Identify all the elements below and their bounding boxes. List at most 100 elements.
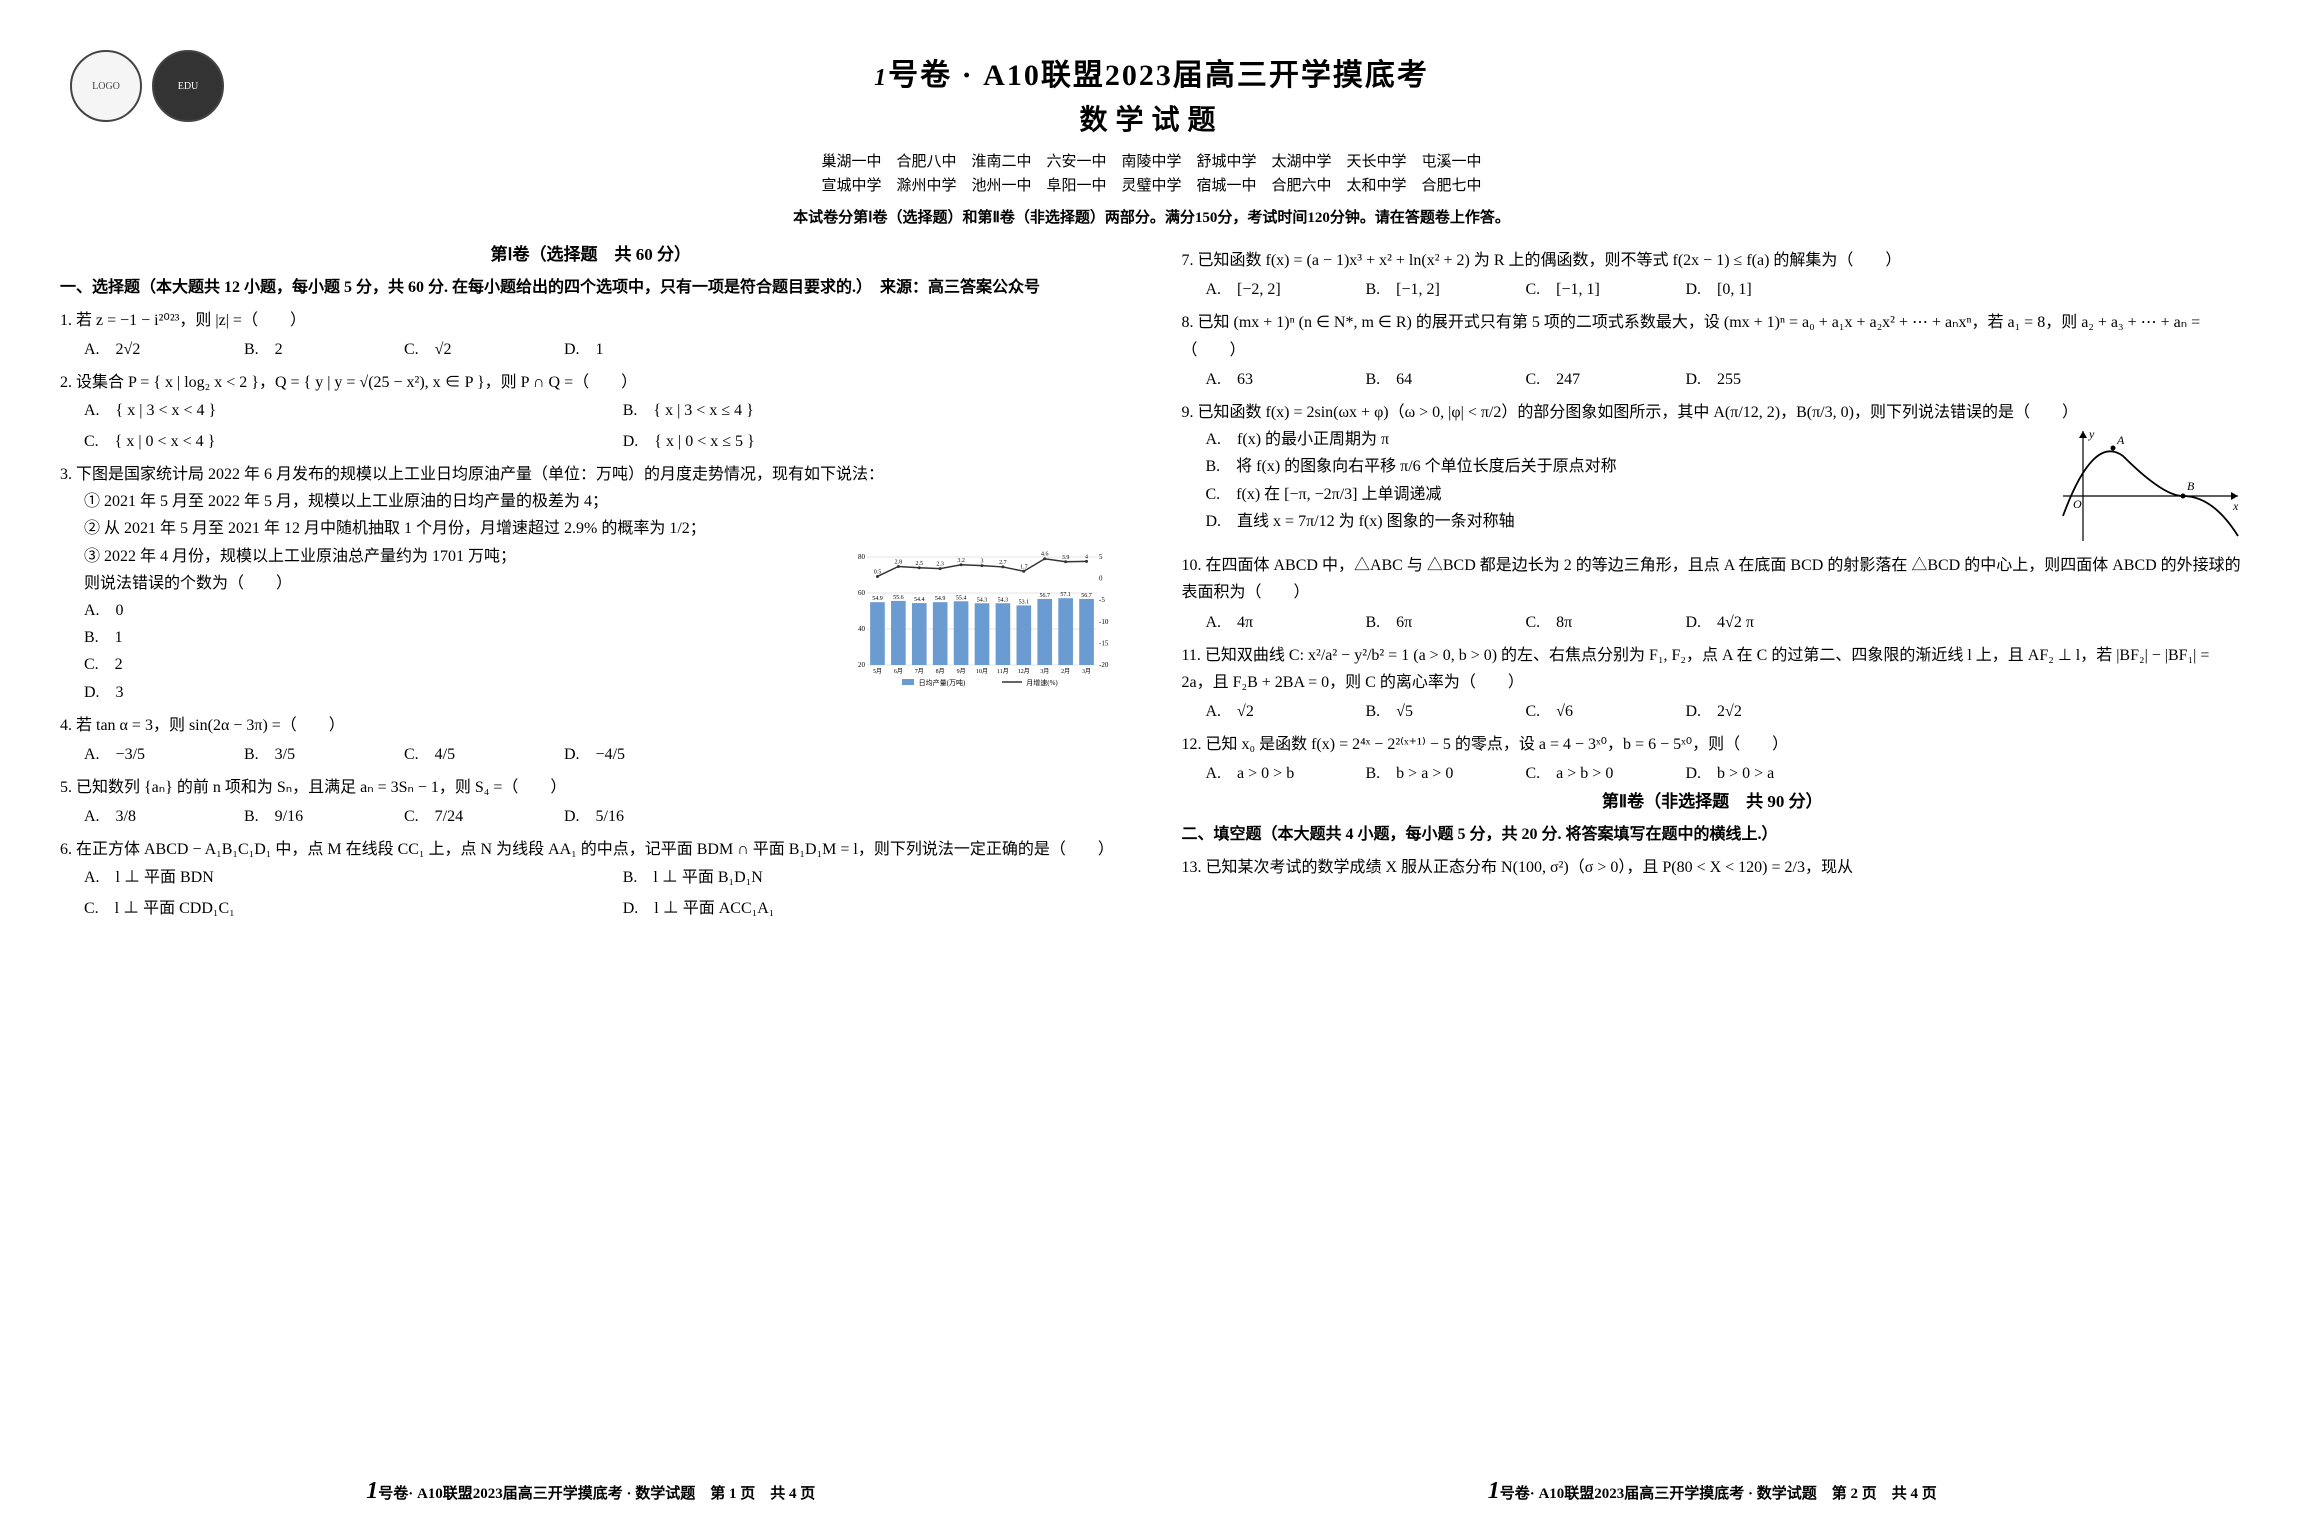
q9-opt-b: B. 将 f(x) 的图象向右平移 π/6 个单位长度后关于原点对称	[1206, 453, 2044, 480]
q5-opt-c: C. 7/24	[404, 803, 524, 830]
column-right: 7. 已知函数 f(x) = (a − 1)x³ + x² + ln(x² + …	[1182, 241, 2244, 922]
svg-text:57.1: 57.1	[1060, 592, 1071, 598]
q12-opt-c: C. a > b > 0	[1526, 760, 1646, 787]
q10-opt-c: C. 8π	[1526, 609, 1646, 636]
section-ii-title: 第Ⅱ卷（非选择题 共 90 分）	[1182, 788, 2244, 817]
q1-opt-a: A. 2√2	[84, 336, 204, 363]
title-text: A10联盟2023届高三开学摸底考	[983, 59, 1429, 92]
q9-opt-c: C. f(x) 在 [−π, −2π/3] 上单调递减	[1206, 481, 2044, 508]
q6-opt-d: D. l ⊥ 平面 ACC₁A₁	[623, 895, 1122, 922]
svg-text:2.3: 2.3	[936, 561, 944, 567]
q13-text: 13. 已知某次考试的数学成绩 X 服从正态分布 N(100, σ²)（σ > …	[1182, 854, 2244, 881]
q5-options: A. 3/8 B. 9/16 C. 7/24 D. 5/16	[84, 803, 1122, 830]
chart-legend-1: 日均产量(万吨)	[918, 678, 965, 687]
q5-opt-a: A. 3/8	[84, 803, 204, 830]
schools: 巢湖一中 合肥八中 淮南二中 六安一中 南陵中学 舒城中学 太湖中学 天长中学 …	[60, 150, 2243, 198]
svg-text:56.7: 56.7	[1081, 593, 1092, 599]
q2-opt-a: A. { x | 3 < x < 4 }	[84, 397, 583, 424]
svg-text:3.9: 3.9	[1061, 554, 1069, 560]
svg-text:11月: 11月	[997, 668, 1009, 675]
q11-opt-a: A. √2	[1206, 698, 1326, 725]
svg-text:0.5: 0.5	[873, 569, 881, 575]
q5-opt-d: D. 5/16	[564, 803, 684, 830]
svg-text:-5: -5	[1099, 596, 1105, 604]
q10-opt-a: A. 4π	[1206, 609, 1326, 636]
svg-text:5月: 5月	[872, 668, 881, 675]
svg-text:2.5: 2.5	[915, 560, 923, 566]
sine-label-a: A	[2116, 433, 2125, 447]
svg-text:-10: -10	[1099, 617, 1109, 625]
q7-opt-b: B. [−1, 2]	[1366, 276, 1486, 303]
svg-text:1.7: 1.7	[1020, 564, 1027, 570]
q6-opt-c: C. l ⊥ 平面 CDD₁C₁	[84, 895, 583, 922]
q11-opt-d: D. 2√2	[1686, 698, 1806, 725]
q4-opt-c: C. 4/5	[404, 741, 524, 768]
svg-text:3.2: 3.2	[957, 557, 965, 563]
q8-opt-c: C. 247	[1526, 366, 1646, 393]
svg-text:12月: 12月	[1017, 668, 1029, 675]
svg-text:3: 3	[980, 558, 983, 564]
q12-opt-d: D. b > 0 > a	[1686, 760, 1806, 787]
sine-axis-x: x	[2232, 499, 2239, 513]
q2-opt-c: C. { x | 0 < x < 4 }	[84, 428, 583, 455]
q12-options: A. a > 0 > b B. b > a > 0 C. a > b > 0 D…	[1206, 760, 2244, 787]
svg-text:54.9: 54.9	[934, 596, 945, 602]
schools-line-2: 宣城中学 滁州中学 池州一中 阜阳一中 灵璧中学 宿城一中 合肥六中 太和中学 …	[60, 174, 2243, 198]
question-6: 6. 在正方体 ABCD − A₁B₁C₁D₁ 中，点 M 在线段 CC₁ 上，…	[60, 836, 1122, 922]
q2-opt-b: B. { x | 3 < x ≤ 4 }	[623, 397, 1122, 424]
q7-opt-d: D. [0, 1]	[1686, 276, 1806, 303]
svg-text:8月: 8月	[935, 668, 944, 675]
q6-options: A. l ⊥ 平面 BDN B. l ⊥ 平面 B₁D₁N C. l ⊥ 平面 …	[84, 864, 1122, 922]
q11-opt-c: C. √6	[1526, 698, 1646, 725]
q7-options: A. [−2, 2] B. [−1, 2] C. [−1, 1] D. [0, …	[1206, 276, 2244, 303]
sine-origin: O	[2073, 497, 2082, 511]
q6-opt-b: B. l ⊥ 平面 B₁D₁N	[623, 864, 1122, 891]
section-i-intro: 一、选择题（本大题共 12 小题，每小题 5 分，共 60 分. 在每小题给出的…	[60, 274, 1122, 301]
q4-options: A. −3/5 B. 3/5 C. 4/5 D. −4/5	[84, 741, 1122, 768]
svg-text:4.6: 4.6	[1040, 551, 1048, 557]
q8-text: 8. 已知 (mx + 1)ⁿ (n ∈ N*, m ∈ R) 的展开式只有第 …	[1182, 309, 2244, 363]
q1-options: A. 2√2 B. 2 C. √2 D. 1	[84, 336, 1122, 363]
svg-text:-15: -15	[1099, 639, 1109, 647]
svg-text:60: 60	[858, 589, 866, 597]
q1-text: 1. 若 z = −1 − i²⁰²³，则 |z| =（ ）	[60, 307, 1122, 334]
logo-1: LOGO	[70, 50, 142, 122]
q9-opt-d: D. 直线 x = 7π/12 为 f(x) 图象的一条对称轴	[1206, 508, 2044, 535]
question-10: 10. 在四面体 ABCD 中，△ABC 与 △BCD 都是边长为 2 的等边三…	[1182, 552, 2244, 636]
svg-text:9月: 9月	[956, 668, 965, 675]
footer-2-text: 号卷· A10联盟2023届高三开学摸底考 · 数学试题 第 2 页 共 4 页	[1500, 1486, 1937, 1502]
q3-s2: ② 从 2021 年 5 月至 2021 年 12 月中随机抽取 1 个月份，月…	[84, 515, 1122, 542]
svg-text:2.7: 2.7	[999, 560, 1007, 566]
title-prefix: 号卷 ·	[888, 59, 983, 92]
q3-opt-b: B. 1	[84, 624, 832, 651]
question-11: 11. 已知双曲线 C: x²/a² − y²/b² = 1 (a > 0, b…	[1182, 642, 2244, 726]
question-7: 7. 已知函数 f(x) = (a − 1)x³ + x² + ln(x² + …	[1182, 247, 2244, 303]
sine-axis-y: y	[2088, 427, 2095, 441]
q3-s1: ① 2021 年 5 月至 2022 年 5 月，规模以上工业原油的日均产量的极…	[84, 488, 1122, 515]
section-ii-intro: 二、填空题（本大题共 4 小题，每小题 5 分，共 20 分. 将答案填写在题中…	[1182, 821, 2244, 848]
svg-text:5: 5	[1099, 553, 1103, 561]
q9-text: 9. 已知函数 f(x) = 2sin(ωx + φ)（ω > 0, |φ| <…	[1182, 399, 2244, 426]
question-3: 3. 下图是国家统计局 2022 年 6 月发布的规模以上工业日均原油产量（单位…	[60, 461, 1122, 706]
subtitle: 数学试题	[60, 98, 2243, 138]
q9-opt-a: A. f(x) 的最小正周期为 π	[1206, 426, 2044, 453]
q11-text: 11. 已知双曲线 C: x²/a² − y²/b² = 1 (a > 0, b…	[1182, 642, 2244, 696]
svg-text:10月: 10月	[975, 668, 987, 675]
svg-text:55.4: 55.4	[955, 595, 966, 601]
svg-text:54.4: 54.4	[914, 597, 925, 603]
question-9: 9. 已知函数 f(x) = 2sin(ωx + φ)（ω > 0, |φ| <…	[1182, 399, 2244, 546]
question-5: 5. 已知数列 {aₙ} 的前 n 项和为 Sₙ，且满足 aₙ = 3Sₙ − …	[60, 774, 1122, 830]
svg-text:54.9: 54.9	[872, 596, 883, 602]
question-13: 13. 已知某次考试的数学成绩 X 服从正态分布 N(100, σ²)（σ > …	[1182, 854, 2244, 881]
q10-options: A. 4π B. 6π C. 8π D. 4√2 π	[1206, 609, 2244, 636]
section-i-title: 第Ⅰ卷（选择题 共 60 分）	[60, 241, 1122, 270]
question-12: 12. 已知 x₀ 是函数 f(x) = 2⁴ˣ − 2²⁽ˣ⁺¹⁾ − 5 的…	[1182, 731, 2244, 787]
footer-brand-icon-1: 1	[366, 1478, 378, 1504]
title-line: 1号卷 · A10联盟2023届高三开学摸底考	[60, 50, 2243, 94]
q10-opt-b: B. 6π	[1366, 609, 1486, 636]
question-1: 1. 若 z = −1 − i²⁰²³，则 |z| =（ ） A. 2√2 B.…	[60, 307, 1122, 363]
main-header: 1号卷 · A10联盟2023届高三开学摸底考 数学试题 巢湖一中 合肥八中 淮…	[60, 50, 2243, 227]
q2-options: A. { x | 3 < x < 4 } B. { x | 3 < x ≤ 4 …	[84, 397, 1122, 455]
q3-chart: 5月6月7月8月9月10月11月12月3月2月3月 20406080 -20-1…	[842, 547, 1122, 687]
schools-line-1: 巢湖一中 合肥八中 淮南二中 六安一中 南陵中学 舒城中学 太湖中学 天长中学 …	[60, 150, 2243, 174]
